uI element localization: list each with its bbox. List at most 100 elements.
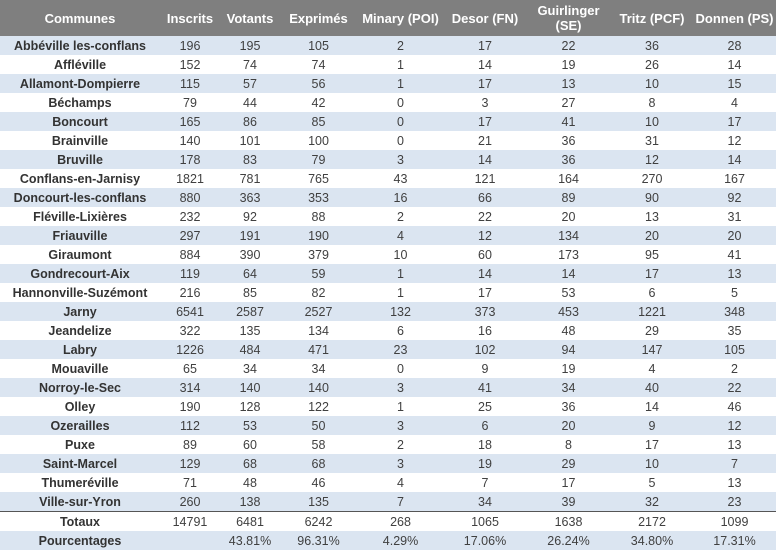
commune-name: Hannonville-Suzémont bbox=[12, 285, 148, 300]
cell-value: 34 bbox=[526, 378, 611, 397]
commune-name: Affléville bbox=[53, 57, 107, 72]
cell-value: 484 bbox=[220, 340, 280, 359]
cell-value: 140 bbox=[220, 378, 280, 397]
cell-value: 128 bbox=[239, 399, 261, 414]
cell-value: 36 bbox=[561, 133, 576, 148]
cell-value: 40 bbox=[611, 378, 693, 397]
cell-value: 17 bbox=[478, 285, 492, 300]
cell-value: 56 bbox=[280, 74, 357, 93]
cell-value: 26 bbox=[645, 57, 659, 72]
cell-value: 10 bbox=[611, 454, 693, 473]
cell-value: 14 bbox=[444, 150, 526, 169]
commune-name: Doncourt-les-conflans bbox=[0, 188, 160, 207]
cell-value: 89 bbox=[526, 188, 611, 207]
cell-value: 363 bbox=[220, 188, 280, 207]
cell-value: 353 bbox=[280, 188, 357, 207]
cell-value: 86 bbox=[220, 112, 280, 131]
cell-value: 9 bbox=[481, 361, 489, 376]
cell-value: 20 bbox=[526, 416, 611, 435]
cell-value: 2 bbox=[397, 437, 404, 452]
cell-value: 17 bbox=[611, 264, 693, 283]
cell-value: 102 bbox=[444, 340, 526, 359]
cell-value: 17 bbox=[444, 74, 526, 93]
cell-value: 2 bbox=[397, 209, 404, 224]
cell-value: 85 bbox=[280, 112, 357, 131]
cell-value bbox=[160, 531, 220, 550]
cell-value: 10 bbox=[393, 247, 408, 262]
cell-value: 2587 bbox=[220, 302, 280, 321]
cell-value: 60 bbox=[243, 437, 257, 452]
cell-value: 191 bbox=[220, 226, 280, 245]
cell-value: 1221 bbox=[611, 302, 693, 321]
column-header: Communes bbox=[0, 0, 160, 36]
table-row: Conflans-en-Jarnisy 1821 781 765 43 121 164 270… bbox=[0, 169, 776, 188]
table-row: Pourcentages 43.81% 96.31% 4.29% 17.06% 26.24… bbox=[0, 531, 776, 550]
cell-value: 43.81% bbox=[220, 531, 280, 550]
commune-name: Giraumont bbox=[48, 247, 112, 262]
cell-value: 10 bbox=[611, 74, 693, 93]
cell-value: 36 bbox=[611, 36, 693, 55]
table-body: Abbéville les-conflans 196 195 105 2 17 22 36 28… bbox=[0, 36, 776, 550]
table-row: Saint-Marcel 129 68 68 3 19 29 10 7 bbox=[0, 454, 776, 473]
commune-name: Fléville-Lixières bbox=[33, 209, 127, 224]
table-row: Jeandelize 322 135 134 6 16 48 29 35 bbox=[0, 321, 776, 340]
cell-value: 6481 bbox=[220, 511, 280, 531]
cell-value: 373 bbox=[444, 302, 526, 321]
cell-value: 68 bbox=[280, 454, 357, 473]
cell-value: 41 bbox=[727, 247, 742, 262]
cell-value: 57 bbox=[220, 74, 280, 93]
table-row: Puxe 89 60 58 2 18 8 17 13 bbox=[0, 435, 776, 454]
cell-value: 59 bbox=[280, 264, 357, 283]
cell-value: 53 bbox=[561, 285, 576, 300]
cell-value: 4 bbox=[397, 475, 404, 490]
cell-value: 152 bbox=[179, 57, 201, 72]
cell-value: 36 bbox=[526, 150, 611, 169]
column-header: Exprimés bbox=[280, 0, 357, 36]
cell-value: 140 bbox=[179, 133, 201, 148]
cell-value: 4.29% bbox=[357, 531, 444, 550]
cell-value: 115 bbox=[160, 74, 220, 93]
cell-value: 260 bbox=[160, 492, 220, 512]
cell-value: 31 bbox=[645, 133, 659, 148]
cell-value: 134 bbox=[308, 323, 329, 338]
cell-value: 74 bbox=[243, 57, 257, 72]
cell-value: 14 bbox=[444, 264, 526, 283]
cell-value: 82 bbox=[311, 285, 326, 300]
cell-value: 17 bbox=[444, 36, 526, 55]
cell-value: 132 bbox=[357, 302, 444, 321]
table-row: Brainville 140 101 100 0 21 36 31 12 bbox=[0, 131, 776, 150]
cell-value: 13 bbox=[526, 74, 611, 93]
cell-value: 1226 bbox=[160, 340, 220, 359]
cell-value: 880 bbox=[160, 188, 220, 207]
cell-value: 18 bbox=[478, 437, 492, 452]
commune-name: Ville-sur-Yron bbox=[0, 492, 160, 512]
cell-value: 2 bbox=[731, 361, 738, 376]
cell-value: 65 bbox=[183, 361, 197, 376]
table-row: Doncourt-les-conflans 880 363 353 16 66 89 90 92 bbox=[0, 188, 776, 207]
commune-name: Abbéville les-conflans bbox=[0, 36, 160, 55]
cell-value: 22 bbox=[693, 378, 776, 397]
cell-value: 17.06% bbox=[444, 531, 526, 550]
cell-value: 379 bbox=[308, 247, 329, 262]
cell-value: 0 bbox=[397, 361, 404, 376]
cell-value: 31 bbox=[727, 209, 742, 224]
cell-value: 147 bbox=[611, 340, 693, 359]
cell-value: 13 bbox=[727, 475, 742, 490]
cell-value: 71 bbox=[183, 475, 197, 490]
cell-value: 48 bbox=[243, 475, 257, 490]
table-row: Jarny 6541 2587 2527 132 373 453 1221 348 bbox=[0, 302, 776, 321]
cell-value: 195 bbox=[220, 36, 280, 55]
cell-value: 1 bbox=[397, 57, 404, 72]
cell-value: 1 bbox=[397, 285, 404, 300]
cell-value: 2527 bbox=[280, 302, 357, 321]
cell-value: 1638 bbox=[526, 511, 611, 531]
commune-name: Friauville bbox=[0, 226, 160, 245]
cell-value: 36 bbox=[561, 399, 576, 414]
cell-value: 12 bbox=[611, 150, 693, 169]
table-row: Labry 1226 484 471 23 102 94 147 105 bbox=[0, 340, 776, 359]
cell-value: 138 bbox=[220, 492, 280, 512]
cell-value: 348 bbox=[693, 302, 776, 321]
cell-value: 178 bbox=[160, 150, 220, 169]
cell-value: 135 bbox=[239, 323, 261, 338]
